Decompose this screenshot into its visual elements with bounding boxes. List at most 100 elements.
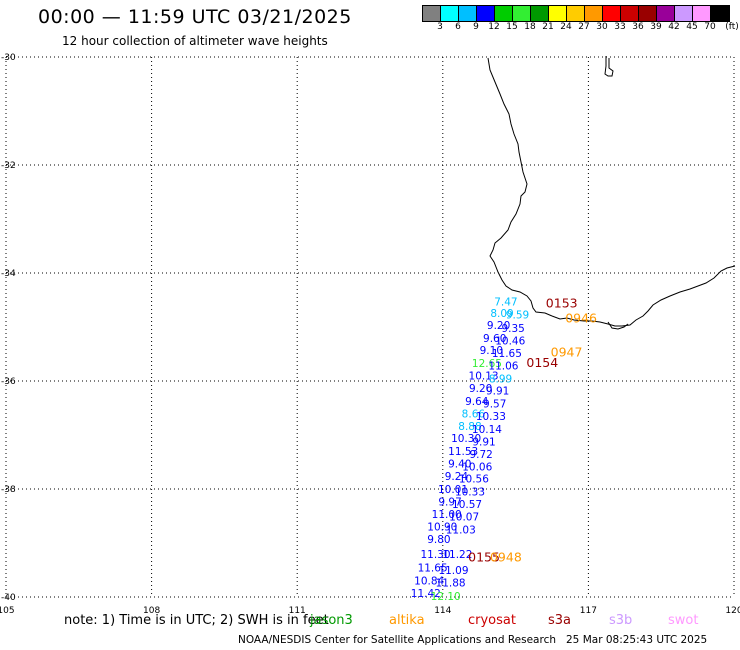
pass-time-label: 0948 [490,550,522,565]
wave-height-value: 9.91 [486,386,509,398]
colorbar-swatch [657,6,675,21]
colorbar-swatch [513,6,531,21]
wave-height-value: 11.03 [446,525,476,537]
map-title: 00:00 — 11:59 UTC 03/21/2025 [38,6,352,28]
colorbar-labels: 3 6 9 12 15 18 21 24 27 30 33 36 39 42 45 70 (ft) [422,22,740,34]
colorbar-label: 42 [668,22,680,32]
wave-height-value: 10.90 [427,521,457,533]
wave-height-value: 10.84 [414,575,444,587]
lat-tick-label: -32 [1,161,16,171]
axis-tick-labels: 105 108 111 114 117 120 -30 -32 -34 -36 -38 -40 [0,53,740,616]
wave-height-value: 9.35 [501,323,524,335]
wave-height-value: 9.40 [448,459,471,471]
wave-height-value: 9.20 [487,320,510,332]
wave-height-value: 9.59 [506,310,529,322]
legend-item-cryosat: cryosat [468,613,516,628]
pass-time-label: 0154 [526,355,558,370]
wave-height-value: 10.14 [472,424,502,436]
legend-item-s3a: s3a [548,613,572,628]
wave-height-value: 9.57 [483,399,506,411]
colorbar-label: 18 [524,22,536,32]
wave-height-value: 10.46 [495,336,525,348]
colorbar-swatch [549,6,567,21]
legend-item-swot: swot [668,613,699,628]
footer-note: note: 1) Time is in UTC; 2) SWH is in fe… [64,613,329,628]
wave-height-value: 8.09 [490,308,513,320]
coastline-cove [607,321,629,330]
lat-tick-label: -40 [1,593,16,603]
generation-timestamp: 25 Mar 08:25:43 UTC 2025 [566,634,708,646]
colorbar-label: 39 [650,22,662,32]
wave-height-value: 10.30 [451,433,481,445]
wave-height-value: 10.06 [462,461,492,473]
colorbar-label: 70 [704,22,716,32]
coastline-south [551,265,736,327]
colorbar-swatch [585,6,603,21]
lon-tick-label: 108 [143,606,160,616]
wave-height-value: 8.88 [458,421,481,433]
wave-height-value: 9.10 [480,345,503,357]
wave-height-value: 9.60 [483,333,506,345]
lat-tick-label: -30 [1,53,16,63]
lon-tick-label: 105 [0,606,15,616]
wave-height-value: 9.97 [438,496,461,508]
lat-tick-label: -38 [1,485,16,495]
wave-height-value: 11.42 [411,588,441,600]
wave-height-value: 11.22 [442,549,472,561]
lon-tick-label: 111 [289,606,306,616]
wave-height-colorbar [422,5,730,22]
colorbar-label: 12 [488,22,500,32]
wave-height-value: 10.13 [469,371,499,383]
colorbar-swatch [567,6,585,21]
lat-tick-label: -36 [1,377,16,387]
colorbar-swatch [675,6,693,21]
wave-height-value: 9.80 [427,534,450,546]
wave-height-value: 9.91 [472,436,495,448]
colorbar-label: 33 [614,22,626,32]
legend-item-jason3: jason3 [310,613,353,628]
colorbar-swatch [621,6,639,21]
wave-height-value: 9.64 [465,396,489,408]
coastline-inlet [604,56,614,77]
wave-height-value: 12.10 [431,591,461,603]
wave-height-value: 10.33 [455,487,485,499]
wave-height-value: 11.65 [492,348,522,360]
lat-tick-label: -34 [1,269,16,279]
pass-time-label: 0153 [546,296,578,311]
pass-time-label: 0155 [468,550,500,565]
wave-height-value: 11.65 [418,562,448,574]
colorbar-label: 9 [473,22,479,32]
wave-height-value: 11.88 [436,577,466,589]
colorbar-label: 21 [542,22,554,32]
credit-line: NOAA/NESDIS Center for Satellite Applica… [238,634,707,646]
colorbar-swatch [693,6,711,21]
colorbar-label: 45 [686,22,698,32]
colorbar-label: (ft) [725,22,739,32]
colorbar-label: 24 [560,22,572,32]
colorbar-label: 15 [506,22,518,32]
wave-height-value: 11.53 [448,446,478,458]
wave-height-value: 9.72 [469,449,492,461]
wave-height-value: 9.20 [469,383,492,395]
wave-height-value: 9.24 [445,471,469,483]
colorbar-label: 27 [578,22,590,32]
map-grid [5,56,735,598]
wave-height-value: 10.07 [449,512,479,524]
colorbar-label: 6 [455,22,461,32]
colorbar-label: 30 [596,22,608,32]
pass-time-label: 0947 [551,344,583,359]
lon-tick-label: 117 [580,606,597,616]
lon-tick-label: 114 [434,606,451,616]
wave-height-value: 8.99 [489,373,512,385]
pass-time-label: 0946 [565,310,597,325]
wave-height-value: 8.66 [462,408,486,420]
legend-item-s3b: s3b [609,613,633,628]
colorbar-swatch [711,6,729,21]
credit-text: NOAA/NESDIS Center for Satellite Applica… [238,634,556,646]
legend-item-altika: altika [389,613,425,628]
wave-height-value: 10.56 [459,474,489,486]
wave-height-labels: 7.478.099.599.209.359.6010.469.1011.6512… [411,297,529,603]
wave-height-value: 11.00 [432,509,462,521]
wave-height-value: 11.30 [420,549,450,561]
